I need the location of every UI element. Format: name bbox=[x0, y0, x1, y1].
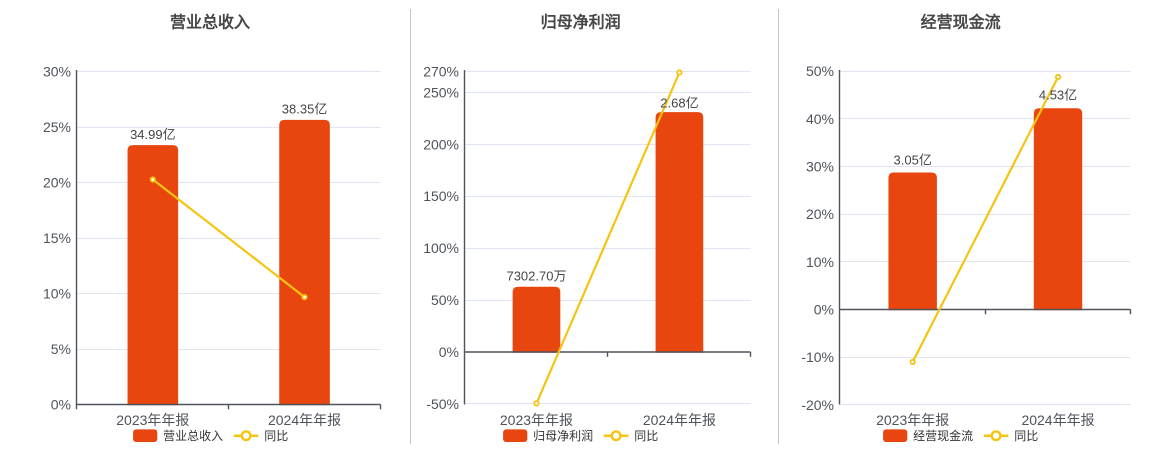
svg-text:0%: 0% bbox=[51, 397, 71, 413]
svg-text:3.05亿: 3.05亿 bbox=[894, 153, 932, 168]
svg-text:经营现金流: 经营现金流 bbox=[921, 13, 1001, 32]
svg-text:0%: 0% bbox=[814, 302, 834, 318]
svg-text:2024年年报: 2024年年报 bbox=[268, 412, 341, 428]
svg-text:10%: 10% bbox=[43, 286, 71, 302]
svg-text:50%: 50% bbox=[431, 292, 459, 308]
svg-text:50%: 50% bbox=[806, 63, 834, 79]
svg-text:7302.70万: 7302.70万 bbox=[506, 268, 566, 283]
svg-text:营业总收入: 营业总收入 bbox=[170, 13, 250, 32]
svg-text:100%: 100% bbox=[423, 240, 459, 256]
svg-text:25%: 25% bbox=[43, 119, 71, 135]
svg-text:经营现金流: 经营现金流 bbox=[913, 428, 973, 443]
svg-text:38.35亿: 38.35亿 bbox=[282, 102, 328, 117]
svg-text:20%: 20% bbox=[806, 206, 834, 222]
svg-text:归母净利润: 归母净利润 bbox=[541, 13, 621, 32]
svg-text:4.53亿: 4.53亿 bbox=[1039, 88, 1077, 103]
svg-text:150%: 150% bbox=[423, 188, 459, 204]
svg-text:40%: 40% bbox=[806, 111, 834, 127]
svg-text:34.99亿: 34.99亿 bbox=[130, 127, 176, 142]
svg-text:270%: 270% bbox=[423, 64, 459, 80]
svg-text:2023年年报: 2023年年报 bbox=[500, 412, 573, 428]
svg-text:2024年年报: 2024年年报 bbox=[643, 412, 716, 428]
svg-text:2023年年报: 2023年年报 bbox=[876, 412, 949, 428]
svg-text:30%: 30% bbox=[806, 159, 834, 175]
svg-text:2.68亿: 2.68亿 bbox=[660, 96, 698, 111]
svg-text:2023年年报: 2023年年报 bbox=[116, 412, 189, 428]
svg-text:归母净利润: 归母净利润 bbox=[533, 429, 593, 443]
svg-text:0%: 0% bbox=[439, 344, 459, 360]
svg-text:-20%: -20% bbox=[801, 397, 834, 413]
svg-text:同比: 同比 bbox=[634, 429, 658, 443]
svg-text:营业总收入: 营业总收入 bbox=[163, 429, 223, 443]
svg-text:250%: 250% bbox=[423, 84, 459, 100]
svg-text:-50%: -50% bbox=[426, 396, 459, 412]
svg-text:同比: 同比 bbox=[264, 429, 288, 443]
svg-text:20%: 20% bbox=[43, 175, 71, 191]
svg-text:同比: 同比 bbox=[1014, 429, 1038, 443]
svg-text:5%: 5% bbox=[51, 341, 71, 357]
svg-text:30%: 30% bbox=[43, 64, 71, 80]
svg-text:10%: 10% bbox=[806, 254, 834, 270]
svg-text:200%: 200% bbox=[423, 136, 459, 152]
svg-text:2024年年报: 2024年年报 bbox=[1021, 412, 1094, 428]
svg-text:-10%: -10% bbox=[801, 349, 834, 365]
svg-text:15%: 15% bbox=[43, 230, 71, 246]
